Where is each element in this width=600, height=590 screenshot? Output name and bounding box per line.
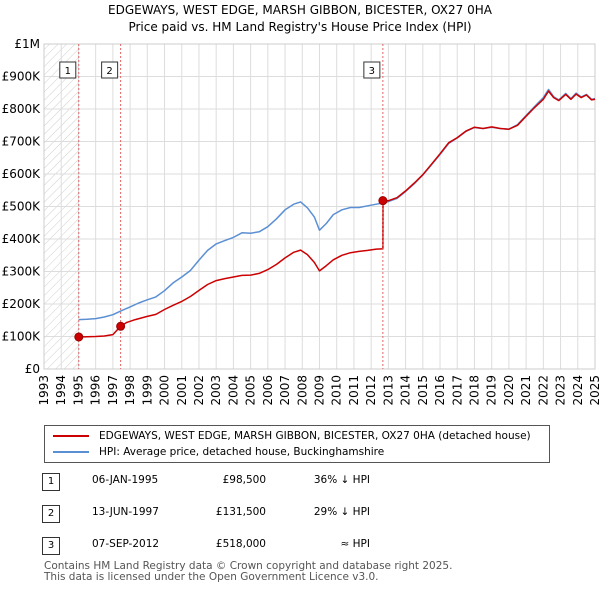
x-tick-label: 1997 (106, 375, 120, 406)
sale-marker-label: 2 (106, 66, 112, 77)
chart-title: EDGEWAYS, WEST EDGE, MARSH GIBBON, BICES… (108, 3, 492, 17)
x-tick-label: 2002 (192, 375, 206, 406)
legend-label-hpi: HPI: Average price, detached house, Buck… (99, 446, 385, 458)
x-tick-label: 2022 (536, 375, 550, 406)
legend: EDGEWAYS, WEST EDGE, MARSH GIBBON, BICES… (44, 425, 550, 463)
copyright-line: Contains HM Land Registry data © Crown c… (44, 560, 453, 572)
chart-subtitle: Price paid vs. HM Land Registry's House … (128, 20, 472, 34)
plot-border (43, 43, 596, 370)
x-tick-label: 2021 (519, 375, 533, 406)
sale-row: 2 13-JUN-1997 £131,500 29% ↓ HPI (0, 502, 600, 526)
x-tick-label: 2008 (295, 375, 309, 406)
y-tick-label: £200K (2, 297, 42, 311)
y-tick-label: £900K (2, 70, 42, 84)
x-tick-label: 2024 (571, 375, 585, 406)
price-chart: £0 £100K £200K £300K £400K £500K £600K £700K £80… (2, 37, 600, 406)
sale-marker-box (363, 61, 381, 79)
sale-marker-label: 1 (65, 66, 71, 77)
legend-swatch-hpi (53, 451, 89, 453)
sale-price: £518,000 (215, 538, 266, 550)
x-tick-label: 2020 (502, 375, 516, 406)
sale-hpi-comparison: 29% ↓ HPI (313, 506, 370, 518)
sale-number: 3 (42, 537, 60, 555)
footer-notice: Contains HM Land Registry data © Crown c… (44, 561, 452, 583)
y-tick-label: £300K (2, 265, 42, 279)
x-tick-label: 1994 (54, 375, 68, 406)
y-tick-label: £400K (2, 232, 42, 246)
sale-row: 1 06-JAN-1995 £98,500 36% ↓ HPI (0, 470, 600, 494)
x-tick-label: 2006 (261, 375, 275, 406)
x-tick-label: 1993 (37, 375, 51, 406)
sale-date: 13-JUN-1997 (92, 506, 159, 518)
x-tick-label: 2011 (347, 375, 361, 406)
sale-point (74, 332, 84, 342)
sale-number: 1 (42, 473, 60, 491)
x-tick-label: 2000 (158, 375, 172, 406)
sale-marker-box (59, 61, 77, 79)
y-tick-label: £1M (14, 37, 40, 51)
x-tick-label: 2018 (467, 375, 481, 406)
sale-hpi-comparison: 36% ↓ HPI (313, 474, 370, 486)
legend-item-property: EDGEWAYS, WEST EDGE, MARSH GIBBON, BICES… (53, 429, 531, 443)
x-tick-label: 2019 (485, 375, 499, 406)
x-tick-label: 2025 (588, 375, 600, 406)
sale-price: £98,500 (222, 474, 266, 486)
legend-label-property: EDGEWAYS, WEST EDGE, MARSH GIBBON, BICES… (99, 430, 531, 442)
x-tick-label: 1995 (71, 375, 85, 406)
x-tick-label: 2013 (381, 375, 395, 406)
sale-point (378, 196, 388, 206)
y-tick-label: £0 (25, 362, 40, 376)
sale-hpi-comparison: ≈ HPI (340, 538, 370, 550)
x-tick-label: 1998 (123, 375, 137, 406)
x-tick-label: 2016 (433, 375, 447, 406)
x-tick-label: 2009 (313, 375, 327, 406)
x-tick-label: 2003 (209, 375, 223, 406)
sale-date: 07-SEP-2012 (92, 538, 160, 550)
y-tick-label: £600K (2, 167, 42, 181)
x-tick-label: 2005 (244, 375, 258, 406)
x-tick-label: 2004 (226, 375, 240, 406)
y-tick-label: £700K (2, 135, 42, 149)
series-line-property (78, 90, 596, 338)
sale-point (116, 321, 126, 331)
sale-number: 2 (42, 505, 60, 523)
x-tick-label: 2017 (450, 375, 464, 406)
sale-marker-label: 3 (369, 66, 375, 77)
sale-row: 3 07-SEP-2012 £518,000 ≈ HPI (0, 534, 600, 558)
x-tick-label: 2015 (416, 375, 430, 406)
sale-date: 06-JAN-1995 (92, 474, 159, 486)
x-tick-label: 2012 (364, 375, 378, 406)
x-tick-label: 1996 (89, 375, 103, 406)
x-tick-label: 2023 (554, 375, 568, 406)
licence-line: This data is licensed under the Open Gov… (44, 571, 379, 583)
y-tick-label: £500K (2, 200, 42, 214)
legend-swatch-property (53, 435, 89, 437)
x-tick-label: 2014 (399, 375, 413, 406)
sale-marker-box (101, 61, 119, 79)
sale-price: £131,500 (215, 506, 266, 518)
y-tick-label: £800K (2, 102, 42, 116)
legend-item-hpi: HPI: Average price, detached house, Buck… (53, 445, 384, 459)
x-tick-label: 1999 (140, 375, 154, 406)
x-tick-label: 2001 (175, 375, 189, 406)
x-tick-label: 2010 (330, 375, 344, 406)
y-tick-label: £100K (2, 330, 42, 344)
x-tick-label: 2007 (278, 375, 292, 406)
